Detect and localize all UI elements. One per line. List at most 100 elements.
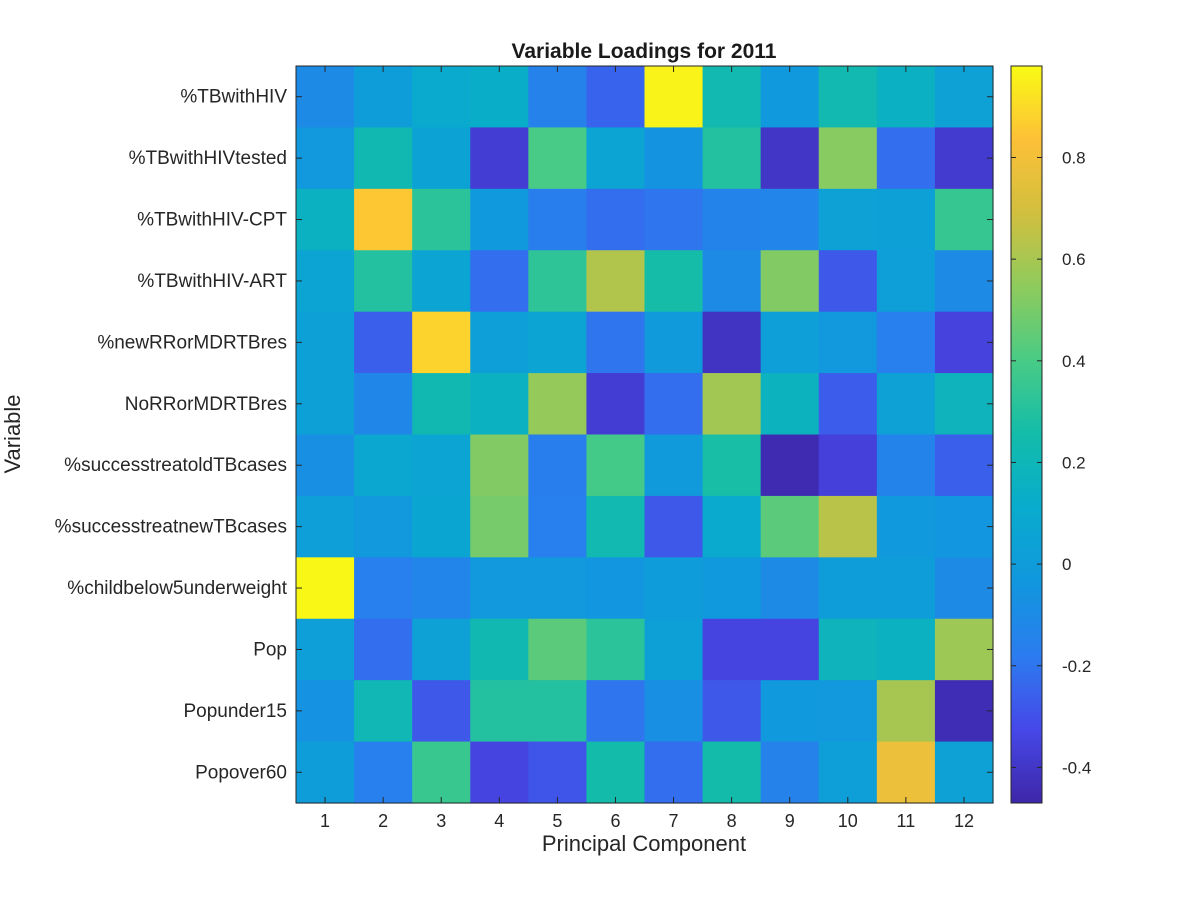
heatmap-cell xyxy=(296,66,355,129)
heatmap-cell xyxy=(528,373,588,436)
colorbar: 0.8 0.6 0.4 0.2 0 -0.2 -0.4 xyxy=(1010,65,1091,804)
heatmap-cell xyxy=(354,373,413,436)
heatmap-cell xyxy=(354,66,413,129)
heatmap-cell xyxy=(934,311,994,374)
heatmap-cell xyxy=(528,127,588,190)
x-tick-label: 3 xyxy=(436,811,446,831)
heatmap-cell xyxy=(644,495,704,558)
heatmap-cell xyxy=(818,557,878,620)
heatmap-cell xyxy=(296,127,355,190)
heatmap-cell xyxy=(296,434,355,497)
heatmap-cell xyxy=(528,557,588,620)
x-axis-label: Principal Component xyxy=(542,831,746,856)
heatmap-cell xyxy=(528,741,588,804)
heatmap-cell xyxy=(354,250,413,313)
heatmap-cell xyxy=(354,434,413,497)
heatmap-cell xyxy=(586,127,646,190)
x-tick-label: 5 xyxy=(552,811,562,831)
heatmap-cell xyxy=(876,250,936,313)
heatmap-cell xyxy=(644,127,704,190)
y-tick-label: Pop xyxy=(253,639,287,660)
heatmap-cell xyxy=(354,741,413,804)
y-axis-label: Variable xyxy=(0,394,25,473)
chart-title: Variable Loadings for 2011 xyxy=(512,40,777,63)
heatmap-cell xyxy=(876,66,936,129)
heatmap-cell xyxy=(934,434,994,497)
heatmap-cell xyxy=(296,250,355,313)
colorbar-tick-label: 0.4 xyxy=(1062,352,1086,371)
heatmap-cell xyxy=(412,127,471,190)
heatmap-cell xyxy=(760,188,820,251)
heatmap-cell xyxy=(586,495,646,558)
heatmap-cell xyxy=(412,250,471,313)
heatmap-cell xyxy=(818,680,878,743)
heatmap-cell xyxy=(702,557,762,620)
heatmap-cell xyxy=(354,680,413,743)
heatmap-cell xyxy=(818,741,878,804)
heatmap-cell xyxy=(586,557,646,620)
heatmap-cell xyxy=(296,373,355,436)
heatmap-cell xyxy=(470,680,529,743)
heatmap-cell xyxy=(470,127,529,190)
heatmap-cell xyxy=(760,250,820,313)
y-tick-label: NoRRorMDRTBres xyxy=(125,394,287,415)
x-tick-label: 10 xyxy=(838,811,858,831)
heatmap-cell xyxy=(702,311,762,374)
heatmap-cell xyxy=(702,188,762,251)
heatmap-cell xyxy=(412,557,471,620)
heatmap-cell xyxy=(296,495,355,558)
heatmap-cell xyxy=(818,495,878,558)
heatmap-cell xyxy=(702,618,762,681)
x-tick-label: 6 xyxy=(610,811,620,831)
heatmap-cell xyxy=(470,250,529,313)
heatmap-cell xyxy=(470,557,529,620)
heatmap-cell xyxy=(818,434,878,497)
heatmap-cell xyxy=(470,434,529,497)
heatmap-cell xyxy=(818,127,878,190)
heatmap-cell xyxy=(528,250,588,313)
heatmap-cell xyxy=(586,66,646,129)
heatmap-cell xyxy=(876,311,936,374)
heatmap-cell xyxy=(586,373,646,436)
x-tick-label: 11 xyxy=(897,811,916,831)
heatmap-cell xyxy=(470,495,529,558)
heatmap-cell xyxy=(934,741,994,804)
heatmap-cell xyxy=(760,127,820,190)
y-tick-label: %successtreatoldTBcases xyxy=(64,455,287,476)
heatmap-cell xyxy=(934,250,994,313)
colorbar-tick-label: -0.4 xyxy=(1062,758,1091,777)
heatmap-cell xyxy=(818,311,878,374)
heatmap-cell xyxy=(876,557,936,620)
heatmap-cell xyxy=(296,618,355,681)
heatmap-cell xyxy=(760,495,820,558)
colorbar-tick-label: -0.2 xyxy=(1062,657,1091,676)
heatmap-cell xyxy=(702,250,762,313)
heatmap-cell xyxy=(702,434,762,497)
heatmap-cell xyxy=(296,680,355,743)
heatmap-cell xyxy=(934,188,994,251)
heatmap-cell xyxy=(934,373,994,436)
heatmap-cell xyxy=(528,680,588,743)
heatmap-cell xyxy=(412,188,471,251)
heatmap-cell xyxy=(644,311,704,374)
heatmap-cell xyxy=(470,618,529,681)
heatmap-cell xyxy=(412,680,471,743)
heatmap-cell xyxy=(412,618,471,681)
heatmap-cell xyxy=(470,66,529,129)
heatmap-cell xyxy=(528,495,588,558)
heatmap-cell xyxy=(528,188,588,251)
y-tick-label: Popover60 xyxy=(195,762,287,783)
colorbar-tick-label: 0 xyxy=(1062,555,1071,574)
heatmap-cell xyxy=(644,66,704,129)
heatmap-cell xyxy=(354,127,413,190)
heatmap-cell xyxy=(354,311,413,374)
heatmap-cell xyxy=(412,434,471,497)
y-axis-ticks: %TBwithHIV %TBwithHIVtested %TBwithHIV-CPT… xyxy=(55,87,993,783)
x-tick-label: 4 xyxy=(494,811,504,831)
heatmap-cell xyxy=(760,680,820,743)
heatmap-cell xyxy=(760,741,820,804)
heatmap-cell xyxy=(412,495,471,558)
heatmap-cell xyxy=(412,66,471,129)
heatmap-cell xyxy=(702,741,762,804)
heatmap-cell xyxy=(760,373,820,436)
